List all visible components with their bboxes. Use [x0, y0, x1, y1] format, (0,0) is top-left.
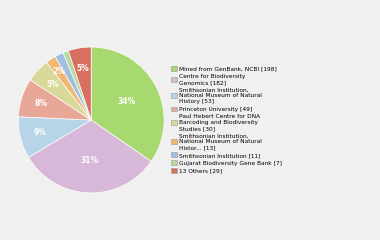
Text: 2%: 2%: [52, 67, 65, 76]
Wedge shape: [91, 47, 164, 162]
Text: 5%: 5%: [46, 80, 59, 89]
Wedge shape: [28, 120, 151, 193]
Text: 9%: 9%: [34, 128, 47, 137]
Wedge shape: [63, 51, 91, 120]
Wedge shape: [30, 62, 91, 120]
Wedge shape: [55, 53, 91, 120]
Wedge shape: [18, 117, 91, 157]
Text: 31%: 31%: [81, 156, 99, 165]
Text: 8%: 8%: [35, 99, 48, 108]
Wedge shape: [68, 47, 91, 120]
Legend: Mined from GenBank, NCBI [198], Centre for Biodiversity
Genomics [182], Smithson: Mined from GenBank, NCBI [198], Centre f…: [171, 66, 282, 174]
Text: 5%: 5%: [76, 64, 89, 73]
Wedge shape: [18, 80, 91, 120]
Text: 34%: 34%: [118, 97, 136, 106]
Wedge shape: [46, 57, 91, 120]
